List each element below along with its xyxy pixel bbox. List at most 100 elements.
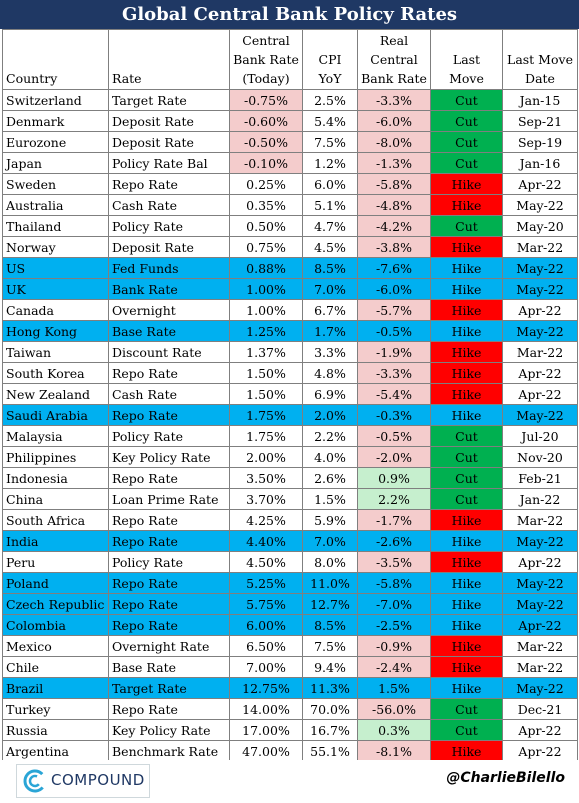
table-row: Malaysia Policy Rate 1.75% 2.2% -0.5% Cut Jul-… — [2, 425, 578, 447]
cell-cb-rate: 1.50% — [229, 383, 303, 405]
cell-rate: Loan Prime Rate — [108, 488, 230, 510]
cell-last-move: Hike — [430, 257, 503, 279]
cell-country: South Korea — [2, 362, 109, 384]
table-row: Indonesia Repo Rate 3.50% 2.6% 0.9% Cut Feb-21 — [2, 467, 578, 489]
cell-last-move: Hike — [430, 656, 503, 678]
cell-date: May-22 — [502, 404, 578, 426]
cell-cpi: 5.9% — [302, 509, 358, 531]
cell-rate: Cash Rate — [108, 383, 230, 405]
cell-country: Brazil — [2, 677, 109, 699]
cell-country: Russia — [2, 719, 109, 741]
cell-country: US — [2, 257, 109, 279]
cell-country: UK — [2, 278, 109, 300]
header-cb-rate-line2: Bank Rate — [233, 52, 299, 67]
cell-real-rate: -2.4% — [357, 656, 431, 678]
cell-last-move: Cut — [430, 89, 503, 111]
cell-real-rate: 0.3% — [357, 719, 431, 741]
cell-country: Saudi Arabia — [2, 404, 109, 426]
cell-date: Feb-21 — [502, 467, 578, 489]
table-row: Norway Deposit Rate 0.75% 4.5% -3.8% Hike Mar-… — [2, 236, 578, 258]
cell-date: Dec-21 — [502, 698, 578, 720]
cell-last-move: Hike — [430, 677, 503, 699]
cell-last-move: Hike — [430, 173, 503, 195]
cell-date: Jan-16 — [502, 152, 578, 174]
cell-country: Canada — [2, 299, 109, 321]
cell-last-move: Hike — [430, 341, 503, 363]
cell-cpi: 4.5% — [302, 236, 358, 258]
table-row: Saudi Arabia Repo Rate 1.75% 2.0% -0.3% Hike M… — [2, 404, 578, 426]
cell-country: Philippines — [2, 446, 109, 468]
cell-date: Apr-22 — [502, 551, 578, 573]
cell-date: Apr-22 — [502, 614, 578, 636]
cell-real-rate: -3.3% — [357, 89, 431, 111]
cell-cb-rate: 0.50% — [229, 215, 303, 237]
table-row: New Zealand Cash Rate 1.50% 6.9% -5.4% Hike Ap… — [2, 383, 578, 405]
cell-cb-rate: -0.75% — [229, 89, 303, 111]
cell-rate: Policy Rate — [108, 425, 230, 447]
cell-rate: Repo Rate — [108, 362, 230, 384]
cell-cpi: 55.1% — [302, 740, 358, 762]
cell-last-move: Hike — [430, 593, 503, 615]
cell-date: May-22 — [502, 194, 578, 216]
table-body: Switzerland Target Rate -0.75% 2.5% -3.3% Cut… — [2, 89, 578, 762]
cell-cpi: 1.2% — [302, 152, 358, 174]
table-row: Russia Key Policy Rate 17.00% 16.7% 0.3% Cut A… — [2, 719, 578, 741]
cell-country: Peru — [2, 551, 109, 573]
cell-real-rate: 1.5% — [357, 677, 431, 699]
cell-real-rate: -6.0% — [357, 110, 431, 132]
cell-date: Mar-22 — [502, 656, 578, 678]
cell-cpi: 5.4% — [302, 110, 358, 132]
cell-country: Malaysia — [2, 425, 109, 447]
cell-cb-rate: 17.00% — [229, 719, 303, 741]
cell-country: Thailand — [2, 215, 109, 237]
cell-date: Apr-22 — [502, 173, 578, 195]
header-real-rate: Real Central Bank Rate — [357, 29, 431, 90]
cell-rate: Repo Rate — [108, 698, 230, 720]
table-row: UK Bank Rate 1.00% 7.0% -6.0% Hike May-22 — [2, 278, 578, 300]
cell-cpi: 2.2% — [302, 425, 358, 447]
table-row: Hong Kong Base Rate 1.25% 1.7% -0.5% Hike May-… — [2, 320, 578, 342]
cell-country: Argentina — [2, 740, 109, 762]
cell-real-rate: -2.5% — [357, 614, 431, 636]
cell-rate: Deposit Rate — [108, 236, 230, 258]
cell-last-move: Hike — [430, 404, 503, 426]
cell-cb-rate: 0.35% — [229, 194, 303, 216]
header-last-move: Last Move — [430, 29, 503, 90]
cell-country: Mexico — [2, 635, 109, 657]
cell-rate: Target Rate — [108, 89, 230, 111]
cell-country: China — [2, 488, 109, 510]
cell-last-move: Cut — [430, 467, 503, 489]
cell-real-rate: -4.8% — [357, 194, 431, 216]
table-row: Chile Base Rate 7.00% 9.4% -2.4% Hike Mar-22 — [2, 656, 578, 678]
header-rate: Rate — [108, 29, 230, 90]
logo-text: COMPOUND — [51, 771, 145, 789]
cell-rate: Benchmark Rate — [108, 740, 230, 762]
cell-last-move: Cut — [430, 698, 503, 720]
cell-date: May-22 — [502, 278, 578, 300]
cell-rate: Repo Rate — [108, 173, 230, 195]
cell-country: Australia — [2, 194, 109, 216]
cell-rate: Overnight Rate — [108, 635, 230, 657]
cell-rate: Repo Rate — [108, 404, 230, 426]
cell-country: Colombia — [2, 614, 109, 636]
cell-last-move: Hike — [430, 635, 503, 657]
cell-cpi: 2.0% — [302, 404, 358, 426]
compound-logo: COMPOUND — [16, 764, 150, 798]
table-row: South Korea Repo Rate 1.50% 4.8% -3.3% Hike Ap… — [2, 362, 578, 384]
cell-cb-rate: 3.50% — [229, 467, 303, 489]
cell-last-move: Hike — [430, 278, 503, 300]
cell-cb-rate: -0.60% — [229, 110, 303, 132]
header-real-line3: Bank Rate — [361, 71, 427, 86]
header-row: Country Rate Central Bank Rate (Today) C… — [2, 29, 578, 90]
cell-date: May-22 — [502, 257, 578, 279]
cell-cb-rate: 1.00% — [229, 278, 303, 300]
cell-cpi: 7.5% — [302, 635, 358, 657]
header-cb-rate-line1: Central — [242, 33, 290, 48]
cell-rate: Repo Rate — [108, 509, 230, 531]
cell-last-move: Hike — [430, 509, 503, 531]
cell-country: Czech Republic — [2, 593, 109, 615]
cell-real-rate: -6.0% — [357, 278, 431, 300]
cell-date: Apr-22 — [502, 719, 578, 741]
cell-cpi: 6.7% — [302, 299, 358, 321]
